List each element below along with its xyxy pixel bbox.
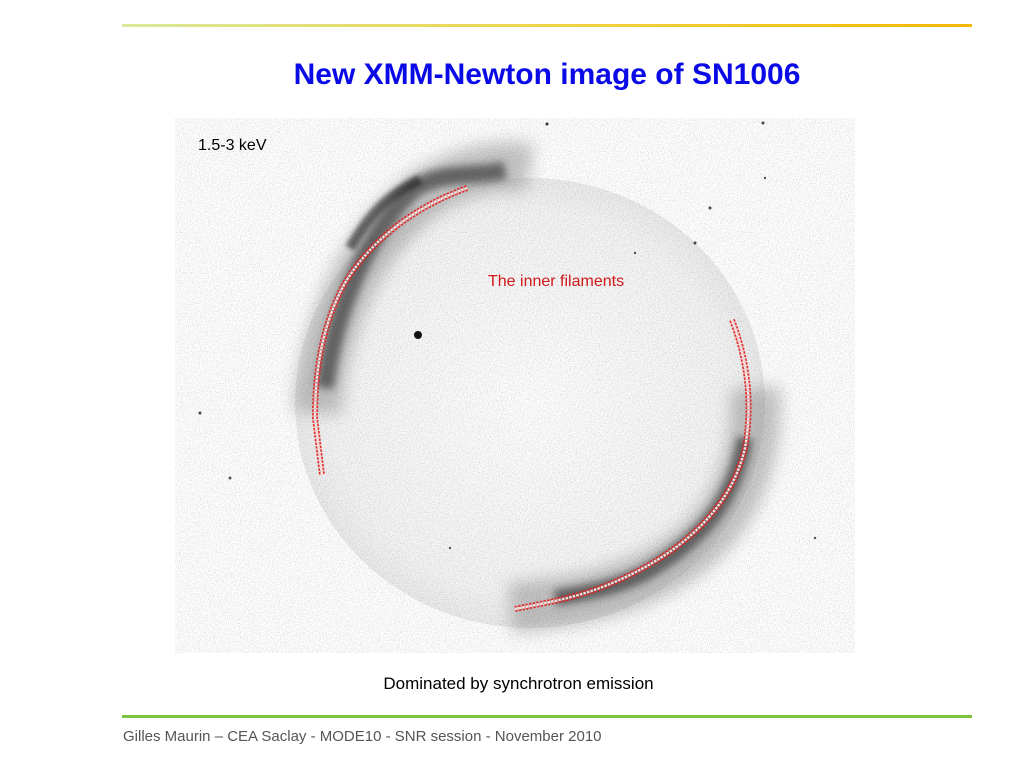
bottom-divider: [122, 715, 972, 718]
top-divider: [122, 24, 972, 27]
slide-title: New XMM-Newton image of SN1006: [293, 58, 801, 91]
figure-caption: Dominated by synchrotron emission: [383, 674, 654, 693]
xray-image: [175, 118, 855, 653]
sn1006-xray-map: [175, 118, 855, 653]
slide-footer: Gilles Maurin – CEA Saclay - MODE10 - SN…: [123, 728, 602, 745]
energy-band-label: 1.5-3 keV: [198, 137, 267, 154]
filaments-annotation: The inner filaments: [488, 273, 625, 290]
